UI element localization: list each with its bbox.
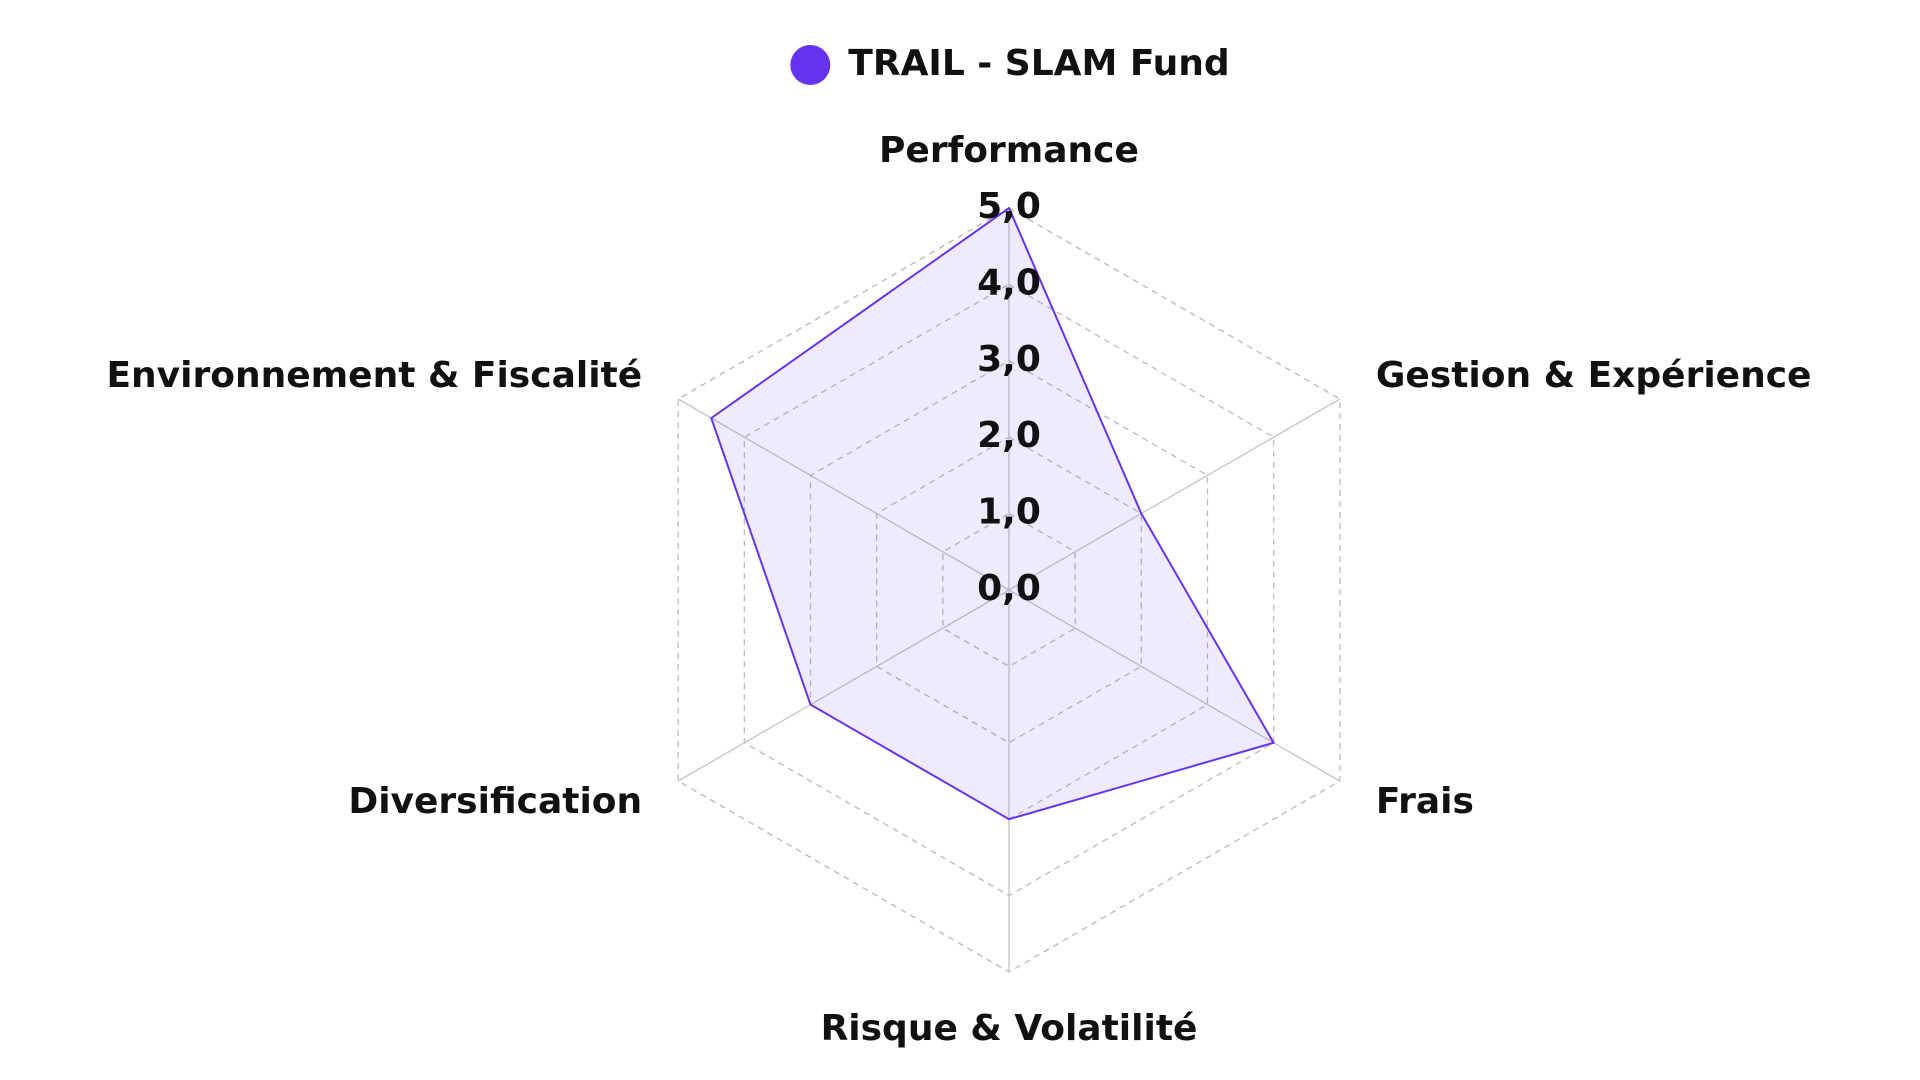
- legend-label[interactable]: TRAIL - SLAM Fund: [848, 43, 1229, 84]
- spoke: [1008, 398, 1341, 591]
- spoke: [1008, 589, 1341, 782]
- tick-label: 4,0: [977, 262, 1041, 303]
- axis-label: Frais: [1376, 781, 1474, 822]
- tick-label: 0,0: [977, 568, 1041, 609]
- tick-label: 5,0: [977, 186, 1041, 227]
- series-area: [710, 206, 1276, 821]
- spoke: [677, 398, 1010, 591]
- axis-label: Diversification: [348, 781, 642, 822]
- spoke: [677, 589, 1010, 782]
- tick-label: 2,0: [977, 415, 1041, 456]
- axis-label: Performance: [879, 130, 1139, 171]
- legend-marker: [790, 45, 831, 85]
- tick-label: 1,0: [977, 492, 1041, 533]
- axis-label: Gestion & Expérience: [1376, 355, 1812, 396]
- tick-label: 3,0: [977, 339, 1041, 380]
- axis-label: Environnement & Fiscalité: [106, 355, 642, 396]
- axis-label: Risque & Volatilité: [821, 1008, 1198, 1049]
